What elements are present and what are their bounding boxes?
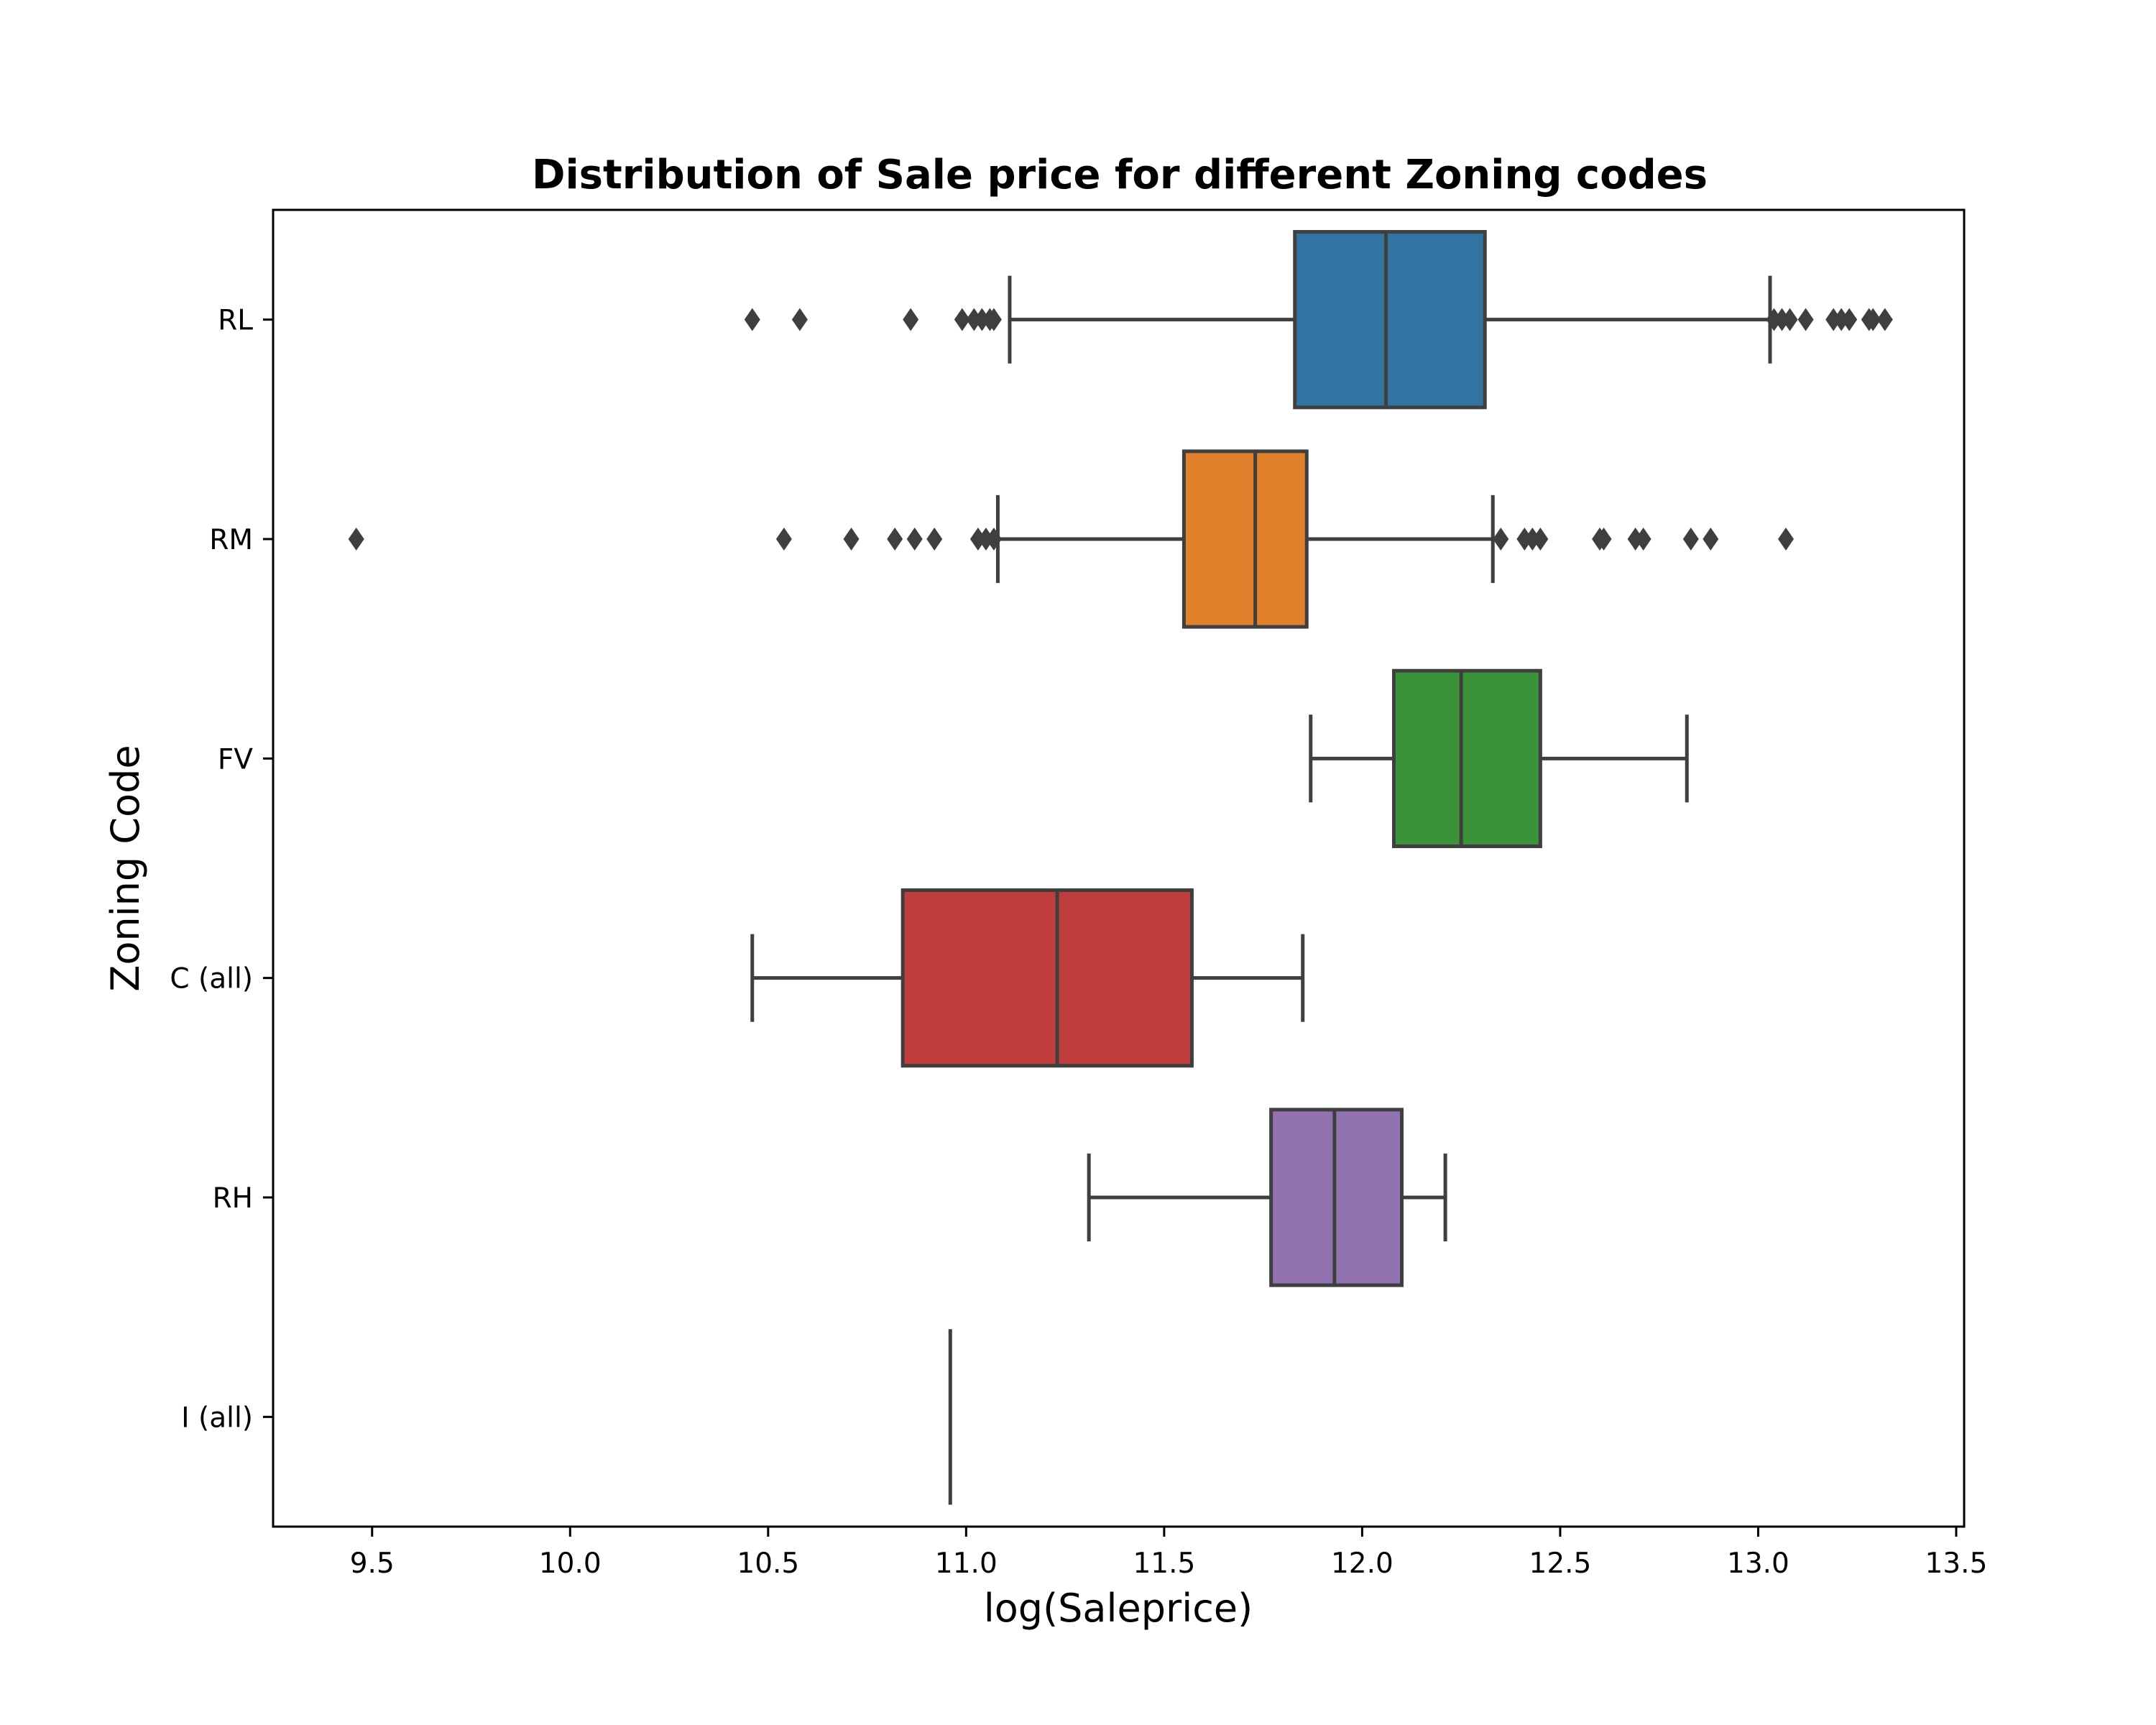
y-tick-label: RM [209,524,253,556]
box-iqr [1269,1108,1404,1287]
y-tick-label: C (all) [170,963,253,995]
x-tick-label: 10.0 [539,1547,602,1580]
outlier-point [1516,528,1533,551]
x-tick-label: 11.5 [1133,1547,1195,1580]
outlier-point [775,528,792,551]
outlier-point [348,528,364,551]
outlier-point [906,528,923,551]
y-axis-label: Zoning Code [103,745,148,991]
x-tick-label: 12.0 [1331,1547,1393,1580]
outlier-point [1627,528,1644,551]
box-group-rl [744,230,1893,410]
box-group-rm [348,449,1795,629]
box-iqr [1293,230,1487,410]
outlier-point [985,528,1002,551]
x-tick-label: 13.0 [1727,1547,1789,1580]
y-axis: RL RM FV C (all) RH I (all) [170,305,273,1434]
plot-frame [272,208,1966,1528]
x-tick-label: 11.0 [935,1547,998,1580]
outlier-point [977,528,994,551]
chart-title: Distribution of Sale price for different… [532,152,1708,198]
outlier-point [843,528,860,551]
x-axis: 9.5 10.0 10.5 11.0 11.5 12.0 12.5 13.0 13.5 [350,1527,1988,1580]
box-group-fv [1309,668,1689,848]
outlier-point [887,528,903,551]
outlier-point [954,308,970,331]
box-group-rh [1087,1108,1447,1287]
outlier-point [1703,528,1719,551]
outlier-point [974,308,990,331]
outlier-point [1766,308,1782,331]
x-axis-label: log(Saleprice) [984,1586,1253,1631]
x-tick-label: 10.5 [737,1547,799,1580]
box-iqr [1391,668,1542,848]
outlier-point [1876,308,1893,331]
outlier-point [985,308,1002,331]
y-tick-label: FV [218,743,253,776]
y-tick-label: I (all) [181,1402,253,1434]
outlier-point [791,308,808,331]
outlier-point [1865,308,1881,331]
box-iqr [1181,449,1309,629]
outlier-point [969,528,986,551]
outlier-point [1841,308,1858,331]
x-tick-label: 9.5 [350,1547,395,1580]
outlier-point [1595,528,1612,551]
outlier-point [1833,308,1850,331]
outlier-point [1825,308,1842,331]
outlier-point [1493,528,1509,551]
outlier-point [966,308,982,331]
x-tick-label: 12.5 [1529,1547,1592,1580]
outlier-point [1532,528,1549,551]
box-iqr [900,888,1194,1068]
outlier-point [903,308,919,331]
outlier-point [1797,308,1814,331]
y-tick-label: RL [218,305,253,337]
outlier-point [1524,528,1541,551]
outlier-point [1782,308,1798,331]
outlier-point [1635,528,1651,551]
y-tick-label: RH [213,1182,253,1215]
plot-area [348,230,1893,1505]
outlier-point [926,528,943,551]
outlier-point [1774,308,1790,331]
x-tick-label: 13.5 [1925,1547,1988,1580]
outlier-point [744,308,760,331]
outlier-point [1682,528,1699,551]
box-group-c-all [750,888,1305,1068]
outlier-point [1778,528,1795,551]
